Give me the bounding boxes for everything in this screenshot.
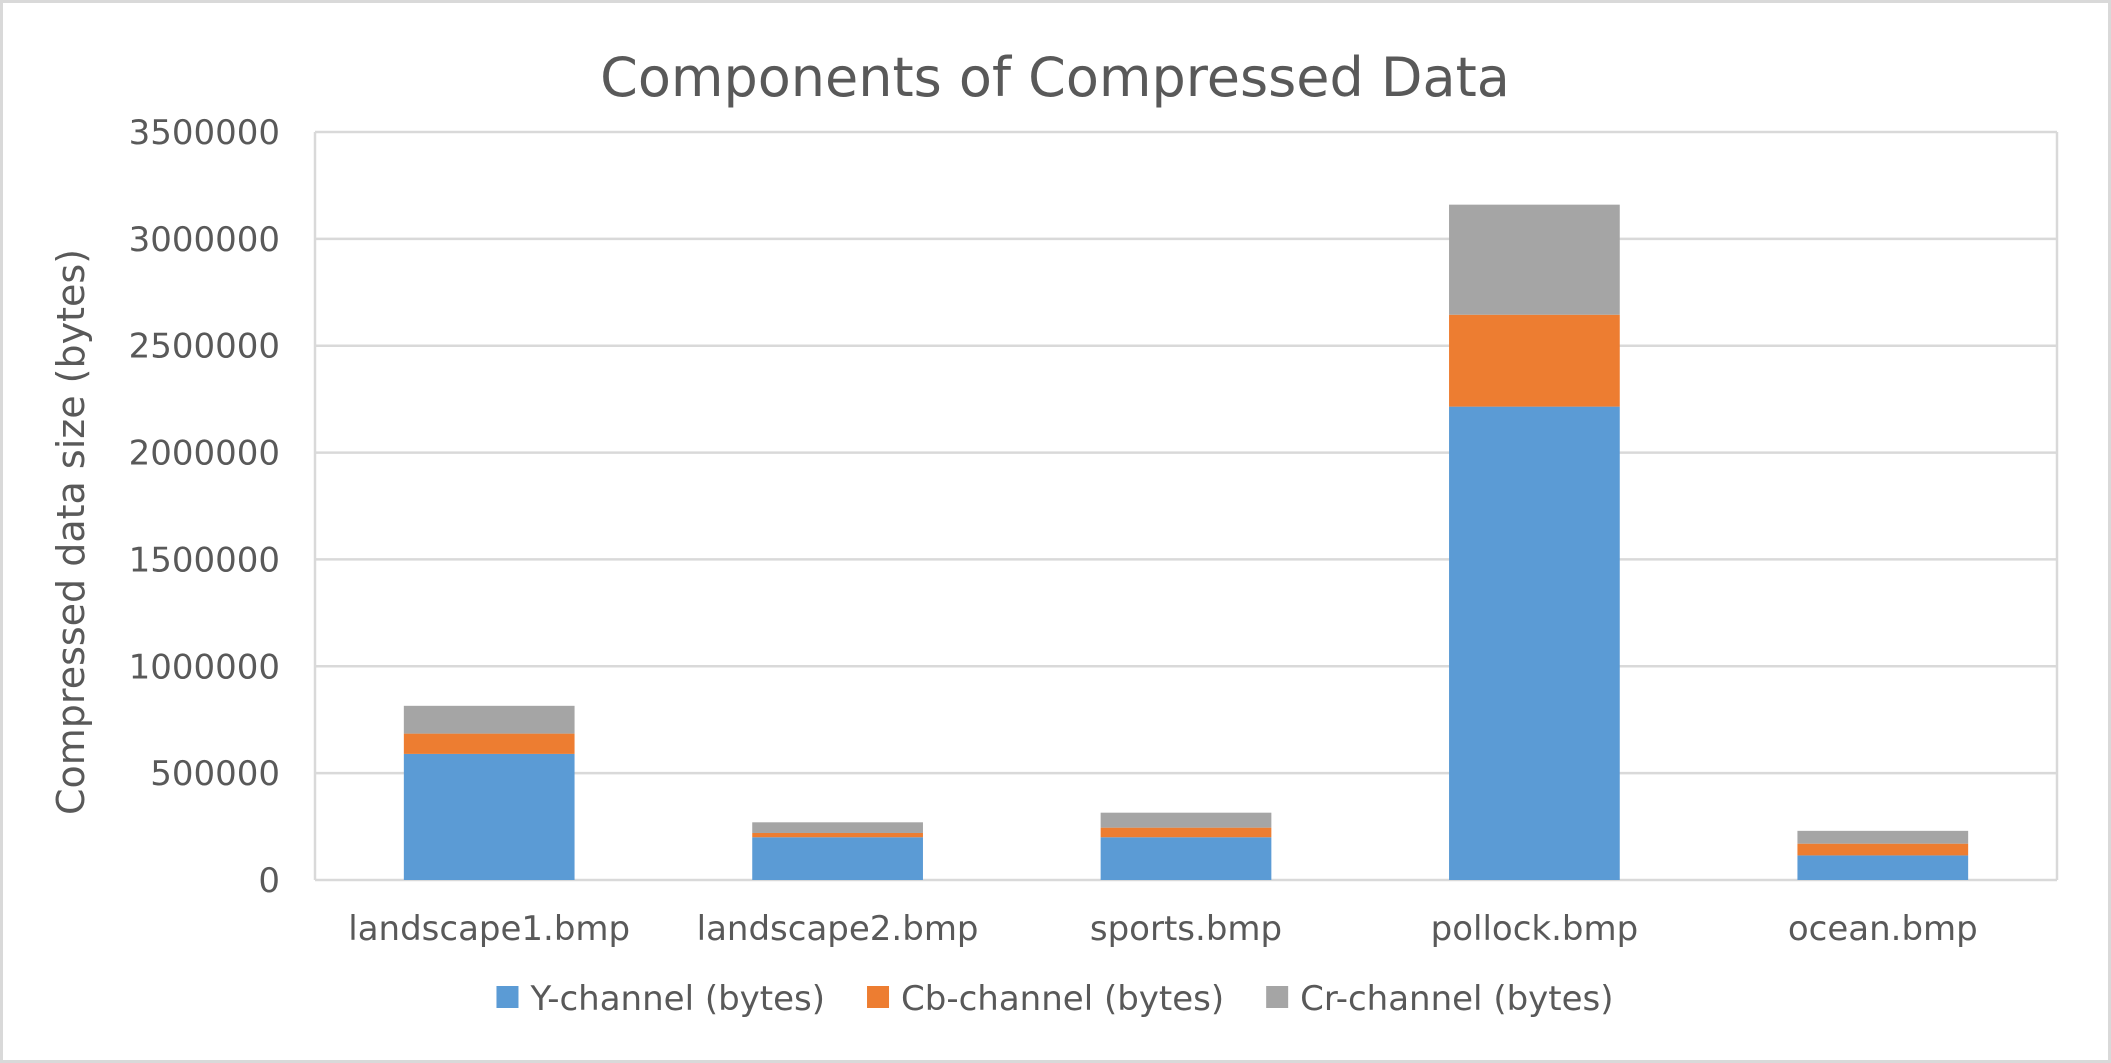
bar-segment (403, 705, 575, 734)
y-tick-label: 3000000 (129, 220, 280, 260)
legend-label: Y-channel (bytes) (529, 979, 825, 1019)
bar-segment (403, 753, 575, 880)
bar-segment (1797, 843, 1969, 856)
y-axis-ticks: 0 500000 1000000 1500000 2000000 2500000 30000… (129, 113, 280, 901)
bar-segment (1797, 855, 1969, 880)
y-tick-label: 2500000 (129, 327, 280, 367)
x-tick-label: landscape2.bmp (697, 909, 979, 949)
y-axis-label: Compressed data size (bytes) (49, 249, 93, 815)
x-tick-label: landscape1.bmp (348, 909, 630, 949)
bar-segment (752, 832, 923, 838)
y-tick-label: 0 (258, 861, 280, 901)
y-tick-label: 1000000 (129, 647, 280, 687)
chart-title: Components of Compressed Data (600, 46, 1510, 109)
bar-segment (1100, 827, 1272, 838)
legend-swatch (1266, 986, 1289, 1008)
legend-swatch (496, 986, 519, 1008)
y-tick-label: 1500000 (129, 540, 280, 580)
bar-segment (1449, 314, 1620, 407)
legend-label: Cb-channel (bytes) (901, 979, 1224, 1019)
bar-segment (403, 733, 575, 754)
y-tick-label: 2000000 (129, 434, 280, 474)
bar-segment (1100, 837, 1272, 880)
x-tick-label: sports.bmp (1090, 909, 1282, 949)
y-tick-label: 3500000 (129, 113, 280, 153)
y-tick-label: 500000 (150, 754, 280, 794)
bar-segment (752, 822, 923, 833)
bar-segment (1100, 812, 1272, 828)
bar-segment (1449, 204, 1620, 315)
x-tick-label: pollock.bmp (1431, 909, 1639, 949)
bar-segment (1797, 830, 1969, 844)
legend-swatch (867, 986, 890, 1008)
legend-label: Cr-channel (bytes) (1300, 979, 1613, 1019)
x-axis-ticks: landscape1.bmp landscape2.bmp sports.bmp po… (348, 909, 1977, 949)
gridlines (313, 130, 2059, 882)
bar-segment (1449, 406, 1620, 880)
x-tick-label: ocean.bmp (1788, 909, 1978, 949)
bar-segment (752, 837, 923, 880)
legend: Y-channel (bytes) Cb-channel (bytes) Cr-ch… (496, 979, 1614, 1019)
bars (403, 204, 1969, 880)
